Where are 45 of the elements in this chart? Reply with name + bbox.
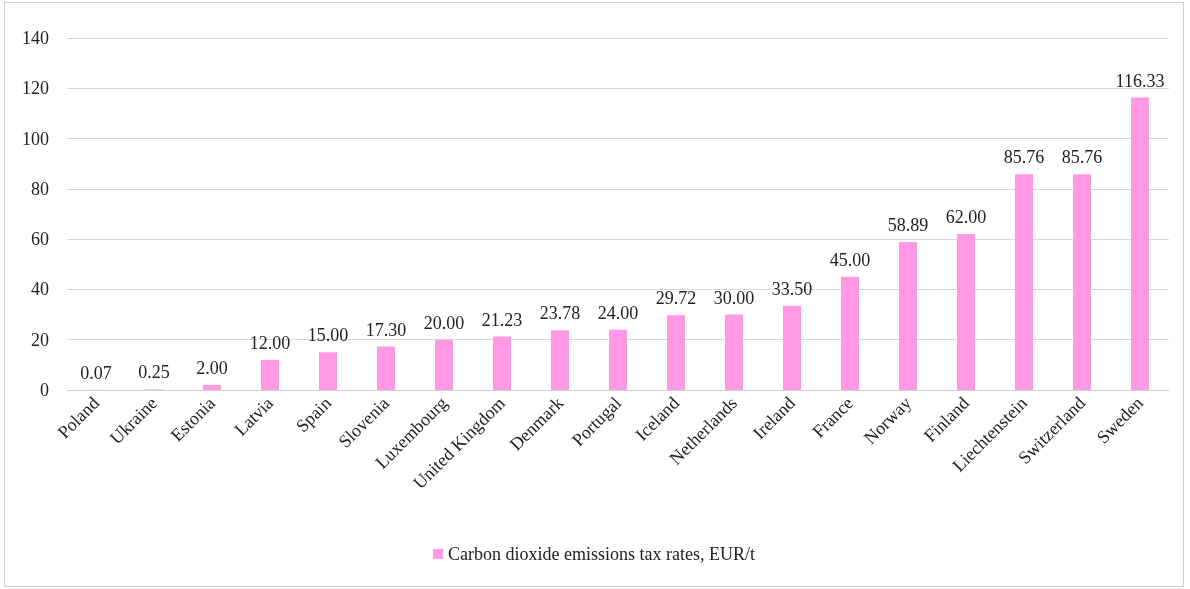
legend-label: Carbon dioxide emissions tax rates, EUR/t [448, 544, 755, 564]
data-label: 21.23 [481, 309, 523, 330]
bar [319, 352, 337, 390]
y-tick-label: 140 [22, 28, 49, 48]
bar [1073, 174, 1091, 390]
data-label: 0.07 [80, 362, 112, 383]
bar [493, 336, 511, 390]
y-tick-label: 100 [22, 128, 49, 149]
bar [203, 384, 221, 390]
bar [261, 359, 279, 390]
y-tick-label: 40 [31, 279, 49, 300]
bar [377, 346, 395, 390]
bar [435, 339, 453, 390]
bar [1131, 97, 1149, 390]
bar [1015, 174, 1033, 390]
y-tick-label: 80 [31, 178, 49, 199]
data-label: 20.00 [423, 312, 465, 333]
data-label: 116.33 [1115, 70, 1165, 91]
data-label: 33.50 [771, 278, 813, 299]
bar [899, 241, 917, 390]
data-label: 2.00 [196, 357, 228, 378]
data-label: 45.00 [829, 249, 871, 270]
y-tick-label: 60 [31, 229, 49, 250]
data-label: 0.25 [138, 362, 170, 383]
bar [783, 305, 801, 390]
data-label: 12.00 [249, 332, 291, 353]
data-label: 58.89 [887, 214, 929, 235]
data-label: 85.76 [1003, 147, 1045, 168]
data-label: 30.00 [713, 287, 755, 308]
bar [551, 330, 569, 390]
bar [667, 315, 685, 390]
bar [957, 234, 975, 390]
y-tick-label: 120 [22, 78, 49, 99]
bar [725, 314, 743, 390]
data-label: 62.00 [945, 207, 987, 228]
data-label: 85.76 [1061, 147, 1103, 168]
data-label: 15.00 [307, 325, 349, 346]
y-tick-label: 20 [31, 329, 49, 350]
data-label: 24.00 [597, 302, 639, 323]
data-label: 17.30 [365, 319, 407, 340]
data-label: 23.78 [539, 303, 581, 324]
data-label: 29.72 [655, 288, 697, 309]
bar [841, 276, 859, 390]
bar [609, 329, 627, 390]
y-tick-label: 0 [40, 380, 49, 400]
